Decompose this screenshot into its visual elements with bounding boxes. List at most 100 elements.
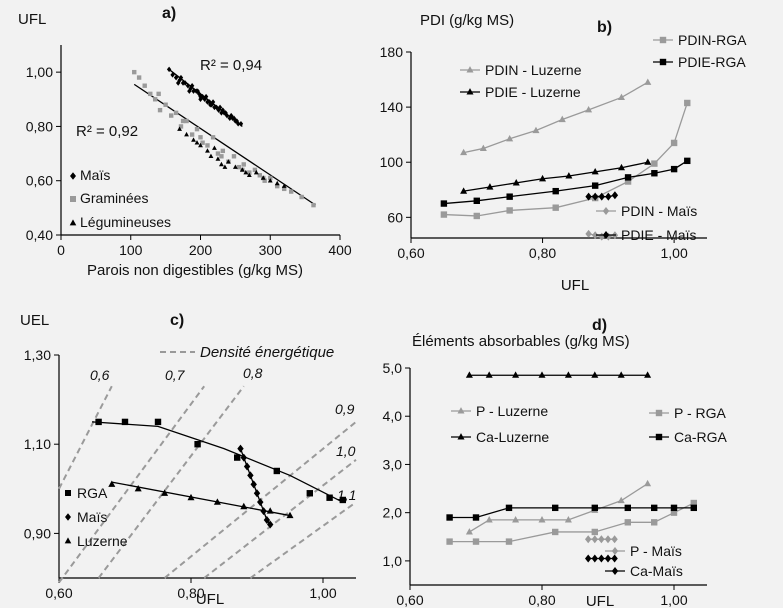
data-point — [472, 514, 480, 521]
data-point — [591, 528, 598, 536]
data-point — [598, 192, 605, 201]
data-point — [479, 144, 487, 152]
data-point — [247, 471, 254, 480]
density-line — [58, 385, 113, 490]
data-point — [617, 371, 625, 378]
data-point — [210, 135, 216, 140]
data-point — [202, 96, 207, 103]
y-tick-label: 1,30 — [24, 347, 51, 363]
data-point — [195, 88, 200, 94]
data-point — [238, 120, 244, 127]
data-point — [670, 165, 678, 173]
x-tick-label: 1,00 — [309, 585, 336, 601]
x-tick-label: 1,00 — [660, 245, 687, 261]
data-point — [591, 504, 598, 512]
data-point — [210, 99, 216, 105]
series-l-gumineuses — [177, 126, 287, 188]
data-point — [231, 154, 237, 159]
data-point — [539, 174, 547, 182]
data-point — [552, 528, 559, 536]
data-point — [670, 509, 678, 516]
data-point — [220, 107, 226, 113]
legend-marker — [64, 537, 72, 544]
data-point — [247, 170, 252, 175]
data-point — [220, 148, 226, 154]
data-point — [604, 554, 612, 563]
data-point — [222, 164, 228, 169]
x-tick-label: 0,80 — [529, 245, 556, 261]
y-tick-label: 1,10 — [24, 436, 51, 452]
chart-panel-c: 0,60 0,80 1,00 0,90 1,10 1,30 UEL UFL c) 0,6 0,7 0,… — [20, 312, 357, 608]
legend-label: P - RGA — [674, 405, 727, 421]
x-axis-label: UFL — [561, 277, 589, 294]
data-point — [237, 444, 244, 453]
data-point — [177, 126, 182, 131]
data-point — [219, 161, 224, 167]
data-point — [591, 554, 598, 563]
data-point — [670, 139, 678, 147]
data-point — [148, 91, 153, 97]
series-rga — [95, 418, 346, 504]
density-legend-label: Densité énergétique — [200, 344, 334, 361]
x-tick-label: 0 — [57, 242, 65, 258]
data-point — [173, 74, 179, 81]
legend-marker — [655, 433, 663, 441]
data-point — [263, 516, 271, 525]
data-point — [194, 441, 201, 448]
data-point — [243, 169, 249, 175]
data-point — [241, 162, 246, 167]
density-line-label: 0,8 — [243, 365, 263, 381]
data-point — [552, 504, 559, 512]
data-point — [690, 499, 697, 507]
y-tick-label: 140 — [380, 99, 404, 115]
legend-label: RGA — [77, 485, 108, 501]
data-point — [585, 535, 592, 544]
data-point — [187, 493, 195, 501]
legend-label: Légumineuses — [80, 214, 171, 230]
legend-marker — [602, 231, 610, 239]
density-line — [58, 385, 206, 584]
data-point — [182, 80, 188, 86]
data-point — [670, 504, 678, 512]
data-point — [240, 453, 247, 462]
data-point — [684, 157, 691, 165]
x-tick-label: 100 — [119, 242, 143, 258]
data-point — [339, 496, 346, 504]
chart-panel-a: 0 100 200 300 400 0,40 0,60 0,80 1,00 UFL Parois n… — [18, 5, 352, 279]
legend-label: PDIN-RGA — [678, 32, 747, 48]
data-point — [240, 502, 248, 510]
data-point — [219, 154, 224, 159]
data-point — [472, 538, 480, 545]
data-point — [506, 134, 514, 142]
data-point — [223, 110, 228, 116]
data-point — [506, 193, 513, 200]
series-ma-s — [237, 444, 274, 529]
data-point — [446, 538, 453, 545]
y-tick-label: 2,0 — [383, 505, 403, 521]
data-point — [161, 489, 169, 496]
y-axis-label: PDI (g/kg MS) — [420, 12, 514, 29]
data-point — [591, 535, 598, 544]
data-point — [184, 118, 189, 124]
data-point — [684, 99, 691, 107]
data-point — [166, 66, 172, 73]
x-tick-label: 0,60 — [397, 245, 424, 261]
panel-label: c) — [170, 312, 184, 329]
data-point — [198, 96, 203, 103]
data-point — [624, 178, 632, 185]
y-tick-label: 1,00 — [26, 64, 53, 80]
series-line — [469, 483, 648, 533]
data-point — [552, 204, 559, 211]
data-point — [591, 192, 599, 201]
series-line — [239, 448, 271, 525]
data-point — [180, 118, 186, 124]
legend-marker — [602, 207, 610, 215]
data-point — [564, 516, 572, 523]
data-point — [624, 174, 632, 181]
y-axis-label: Éléments absorbables (g/kg MS) — [412, 333, 630, 350]
series-p-rga — [446, 499, 697, 545]
data-point — [617, 93, 626, 101]
data-point — [136, 75, 142, 80]
data-point — [644, 78, 652, 85]
chart-panel-b: 0,60 0,80 1,00 60 100 140 180 PDI (g/kg MS) UFL b… — [380, 12, 747, 294]
